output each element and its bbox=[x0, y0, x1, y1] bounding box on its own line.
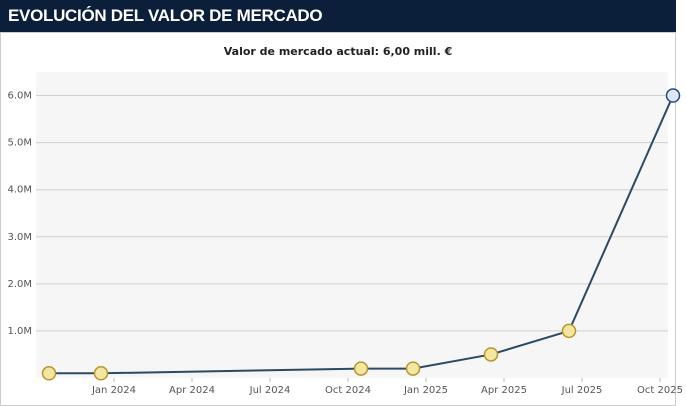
point-marker bbox=[665, 88, 681, 103]
y-tick-label: 6.0M bbox=[7, 91, 32, 102]
x-tick-label: Jul 2025 bbox=[561, 385, 603, 396]
plot-area bbox=[36, 72, 668, 378]
point-marker bbox=[405, 361, 421, 376]
x-tick-label: Jan 2024 bbox=[91, 385, 136, 396]
y-tick-label: 1.0M bbox=[7, 326, 32, 337]
y-tick-label: 2.0M bbox=[7, 279, 32, 290]
y-tick-label: 5.0M bbox=[7, 138, 32, 149]
point-marker bbox=[483, 347, 499, 362]
subtitle: Valor de mercado actual: 6,00 mill. € bbox=[224, 45, 453, 58]
header-title: EVOLUCIÓN DEL VALOR DE MERCADO bbox=[0, 0, 676, 32]
x-tick-label: Oct 2024 bbox=[325, 385, 371, 396]
point-marker bbox=[353, 361, 369, 376]
x-tick-label: Apr 2025 bbox=[481, 385, 527, 396]
point-marker bbox=[41, 366, 57, 381]
x-tick-label: Jan 2025 bbox=[403, 385, 448, 396]
x-tick-label: Apr 2024 bbox=[169, 385, 215, 396]
x-tick-label: Oct 2025 bbox=[637, 385, 683, 396]
point-marker bbox=[561, 323, 577, 339]
point-marker bbox=[93, 366, 109, 381]
x-tick-label: Jul 2024 bbox=[249, 385, 291, 396]
y-tick-label: 4.0M bbox=[7, 185, 32, 196]
y-tick-label: 3.0M bbox=[7, 232, 32, 243]
